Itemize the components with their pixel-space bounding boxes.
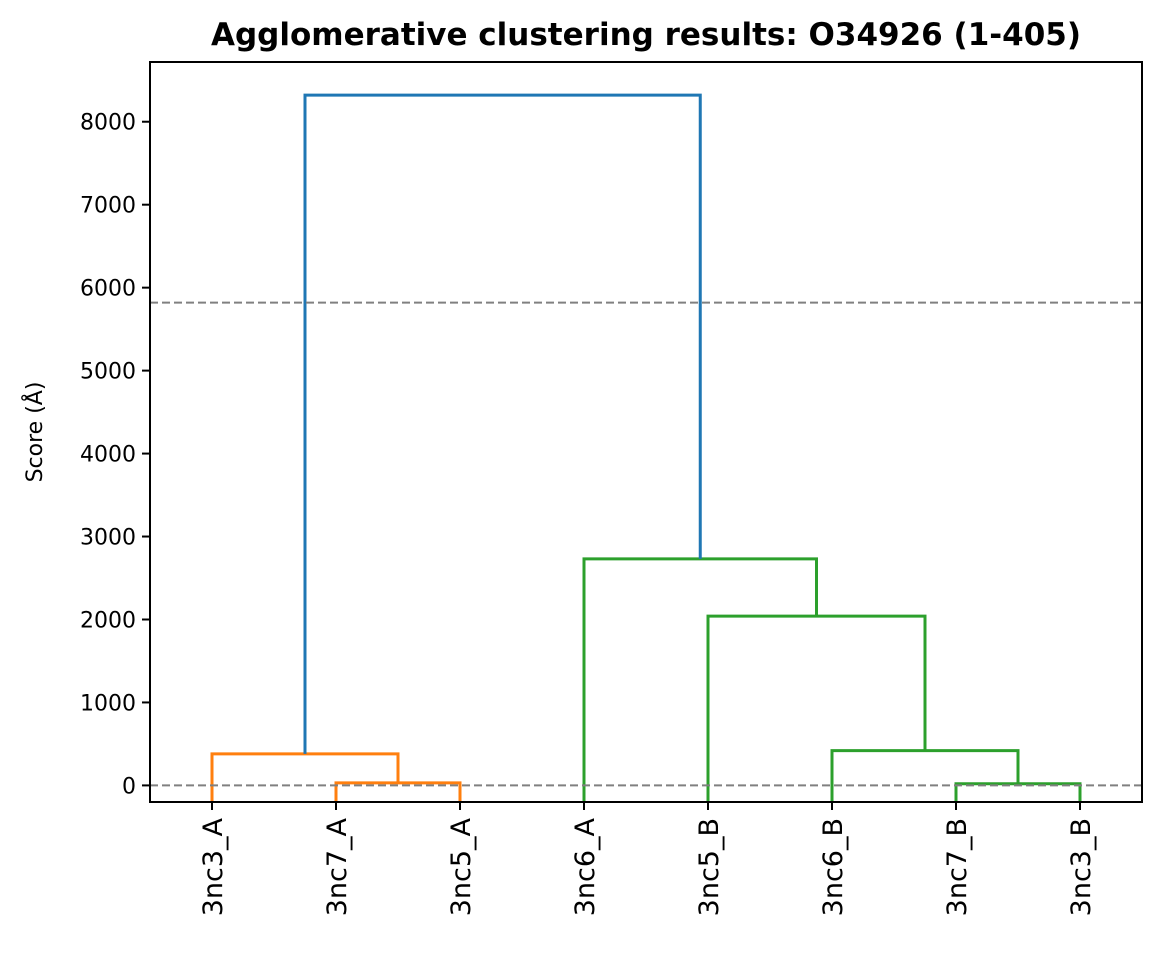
y-axis-ticks: 0 1000 2000 3000 4000 5000 6000 7000 8000 [80, 111, 150, 799]
y-tick-label: 7000 [80, 194, 136, 219]
leaf-label: 3nc5_B [694, 818, 725, 916]
leaf-label: 3nc3_B [1066, 818, 1097, 916]
dendrogram-links [210, 93, 1082, 802]
cutoff-lines [150, 301, 1142, 787]
y-tick-label: 0 [122, 774, 136, 799]
leaf-label: 3nc7_B [942, 818, 973, 916]
x-axis-leaf-labels: 3nc3_A 3nc7_A 3nc5_A 3nc6_A 3nc5_B 3nc6_B 3nc7… [198, 802, 1097, 916]
dendrogram-link [582, 557, 818, 802]
leaf-label: 3nc6_B [818, 818, 849, 916]
dendrogram-link [303, 93, 702, 754]
dendrogram-link [706, 614, 927, 802]
chart-title: Agglomerative clustering results: O34926… [211, 17, 1081, 53]
plot-frame [149, 61, 1143, 803]
y-tick-label: 3000 [80, 526, 136, 551]
y-tick-label: 6000 [80, 277, 136, 302]
y-tick-label: 1000 [80, 691, 136, 716]
dendrogram-link [210, 752, 400, 802]
y-tick-label: 8000 [80, 111, 136, 136]
leaf-label: 3nc6_A [570, 817, 601, 916]
y-tick-label: 4000 [80, 443, 136, 468]
y-tick-label: 5000 [80, 360, 136, 385]
y-axis-label: Score (Å) [21, 382, 48, 483]
dendrogram-link [830, 749, 1020, 802]
leaf-label: 3nc5_A [446, 817, 477, 916]
leaf-label: 3nc7_A [322, 817, 353, 916]
y-tick-label: 2000 [80, 608, 136, 633]
dendrogram-link [954, 782, 1082, 802]
leaf-label: 3nc3_A [198, 817, 229, 916]
